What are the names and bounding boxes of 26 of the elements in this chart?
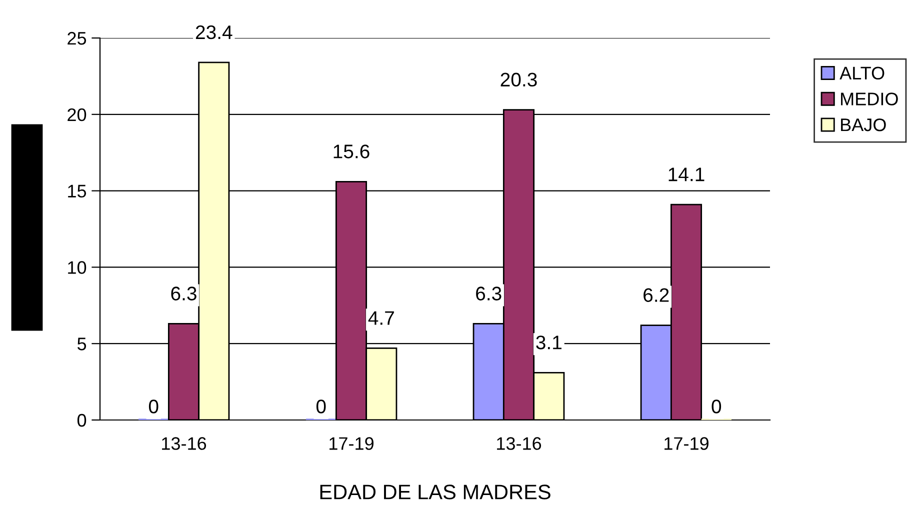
data-label: 6.3 xyxy=(171,286,196,300)
y-tick-label: 0 xyxy=(77,414,86,427)
y-tick-label: 10 xyxy=(68,261,86,274)
legend-label: BAJO xyxy=(841,118,886,132)
y-tick-label: 15 xyxy=(68,184,86,198)
data-label: 0 xyxy=(712,400,722,414)
data-label: 3.1 xyxy=(536,336,562,350)
legend-label: MEDIO xyxy=(841,92,898,106)
x-tick-label: 17-19 xyxy=(330,437,374,450)
legend-label: ALTO xyxy=(840,66,884,80)
data-label: 0 xyxy=(148,400,158,414)
y-tick-label: 20 xyxy=(68,108,86,122)
data-label: 23.4 xyxy=(196,25,232,40)
y-tick-label: 5 xyxy=(77,338,86,350)
data-label: 4.7 xyxy=(368,311,394,325)
data-label: 20.3 xyxy=(500,72,537,87)
data-label: 15.6 xyxy=(334,144,370,158)
data-label: 6.3 xyxy=(476,286,502,300)
x-tick-label: 13-16 xyxy=(497,437,542,450)
data-label: 0 xyxy=(316,400,326,414)
data-label: 6.2 xyxy=(644,288,669,302)
x-tick-label: 13-16 xyxy=(162,437,206,450)
y-tick-label: 25 xyxy=(68,32,86,45)
x-tick-label: 17-19 xyxy=(664,437,708,450)
x-axis-title: EDAD DE LAS MADRES xyxy=(320,484,550,500)
data-label: 14.1 xyxy=(668,168,704,182)
